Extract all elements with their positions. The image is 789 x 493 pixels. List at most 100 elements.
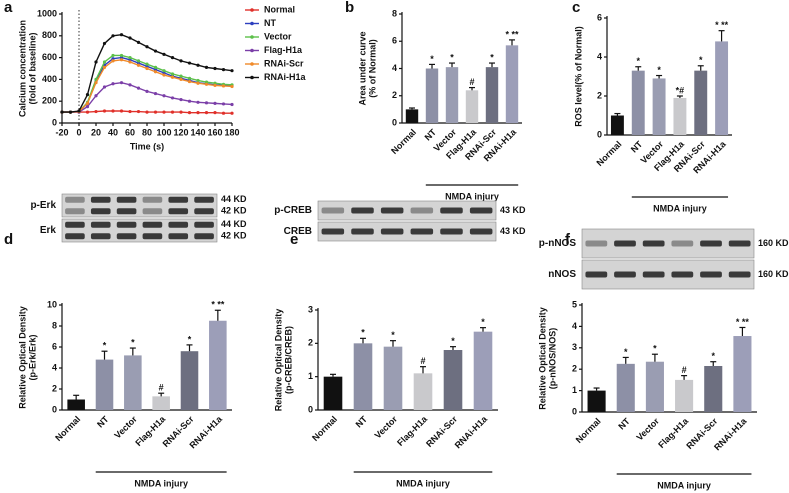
- data-point: [230, 111, 234, 115]
- x-tick-label: NT: [616, 416, 632, 432]
- significance-mark: *: [103, 341, 107, 351]
- blot-band: [469, 207, 493, 214]
- bar: [383, 346, 403, 410]
- panel-letter: f: [565, 231, 571, 248]
- y-tick-label: 1000: [37, 8, 57, 18]
- data-point: [187, 99, 192, 103]
- bar: [413, 373, 433, 410]
- x-axis-label: Time (s): [130, 141, 164, 151]
- blot-strip: [61, 193, 218, 218]
- bar: [67, 399, 85, 410]
- data-point: [162, 69, 166, 73]
- data-point: [102, 85, 107, 89]
- data-point: [230, 102, 234, 107]
- y-tick-label: 4: [52, 362, 57, 372]
- y-axis-label: Relative Optical Density: [537, 307, 547, 410]
- significance-mark: *#: [676, 85, 685, 95]
- x-tick-label: Normal: [595, 139, 624, 168]
- y-tick-label: 4: [392, 63, 397, 73]
- y-axis-label: (p-nNOS/NOS): [547, 328, 557, 390]
- data-point: [187, 61, 192, 65]
- blot-band: [585, 240, 608, 247]
- data-point: [145, 45, 149, 49]
- data-point: [68, 110, 73, 114]
- blot-band: [194, 208, 214, 215]
- y-tick-label: 6: [52, 341, 57, 351]
- y-axis-label: (fold of baseline): [27, 32, 37, 104]
- y-tick-label: 6: [392, 36, 397, 46]
- blot-band: [351, 228, 374, 235]
- data-point: [196, 78, 200, 83]
- blot-band: [168, 196, 189, 203]
- x-tick-label: NT: [95, 414, 111, 430]
- data-point: [153, 110, 158, 114]
- blot-band: [65, 208, 85, 215]
- y-tick-label: 800: [42, 30, 57, 40]
- data-point: [60, 110, 64, 114]
- x-tick-label: RNAi-H1a: [453, 413, 490, 450]
- blot-band: [410, 207, 434, 214]
- blot-kd-label: 44 KD: [221, 219, 247, 229]
- significance-mark: #: [682, 365, 687, 375]
- data-point: [221, 67, 226, 72]
- data-point: [162, 110, 166, 114]
- data-point: [111, 59, 115, 63]
- bar: [353, 343, 373, 410]
- data-point: [77, 109, 81, 113]
- data-point: [153, 49, 158, 53]
- data-point: [94, 60, 98, 64]
- significance-mark: *: [624, 347, 628, 357]
- blot-band: [700, 271, 722, 278]
- data-point: [119, 33, 124, 37]
- x-tick-label: Normal: [310, 414, 339, 443]
- x-tick-label: Normal: [53, 414, 82, 443]
- blot-strip: [317, 221, 497, 242]
- y-axis-label: Area under curve: [357, 31, 367, 105]
- y-tick-label: 0: [308, 404, 313, 414]
- data-point: [204, 82, 209, 86]
- blot-kd-label: 160 KD: [758, 269, 789, 279]
- bar: [124, 355, 142, 410]
- data-point: [179, 59, 183, 63]
- data-point: [85, 105, 90, 109]
- legend-marker: [250, 62, 254, 66]
- y-tick-label: 400: [42, 74, 57, 84]
- data-point: [230, 69, 234, 73]
- legend-label: Vector: [264, 31, 292, 41]
- y-tick-label: 3: [572, 342, 577, 352]
- y-tick-label: 1: [572, 385, 577, 395]
- data-point: [119, 58, 124, 62]
- data-point: [230, 84, 234, 89]
- blot-band: [440, 207, 463, 214]
- y-tick-label: 8: [52, 320, 57, 330]
- blot-band: [142, 196, 163, 203]
- data-point: [179, 74, 183, 78]
- blot-band: [728, 240, 751, 247]
- blot-band: [116, 208, 137, 215]
- blot-band: [614, 271, 636, 278]
- legend-label: RNAi-H1a: [264, 72, 307, 82]
- data-point: [94, 81, 98, 85]
- y-axis-label: ROS level(% of Normal): [573, 26, 583, 127]
- blot-band: [380, 228, 404, 235]
- data-point: [128, 83, 132, 87]
- legend-label: RNAi-Scr: [264, 58, 304, 68]
- x-tick-label: NT: [629, 139, 645, 155]
- x-tick-label: 40: [108, 127, 118, 137]
- blot-kd-label: 160 KD: [758, 238, 789, 248]
- data-point: [170, 56, 175, 60]
- y-axis-label: Relative Optical Density: [273, 309, 283, 412]
- data-point: [170, 96, 175, 100]
- legend-marker: [250, 21, 254, 26]
- blot-strip: [61, 218, 218, 243]
- significance-mark: * **: [211, 300, 225, 310]
- bar: [587, 390, 606, 412]
- bar: [209, 320, 227, 410]
- bar: [610, 115, 624, 135]
- y-axis-label: Calcium concentration: [17, 20, 27, 117]
- y-tick-label: 1: [308, 371, 313, 381]
- y-tick-label: 2: [308, 338, 313, 348]
- data-point: [179, 97, 183, 102]
- bar: [152, 396, 170, 410]
- significance-mark: *: [451, 336, 455, 346]
